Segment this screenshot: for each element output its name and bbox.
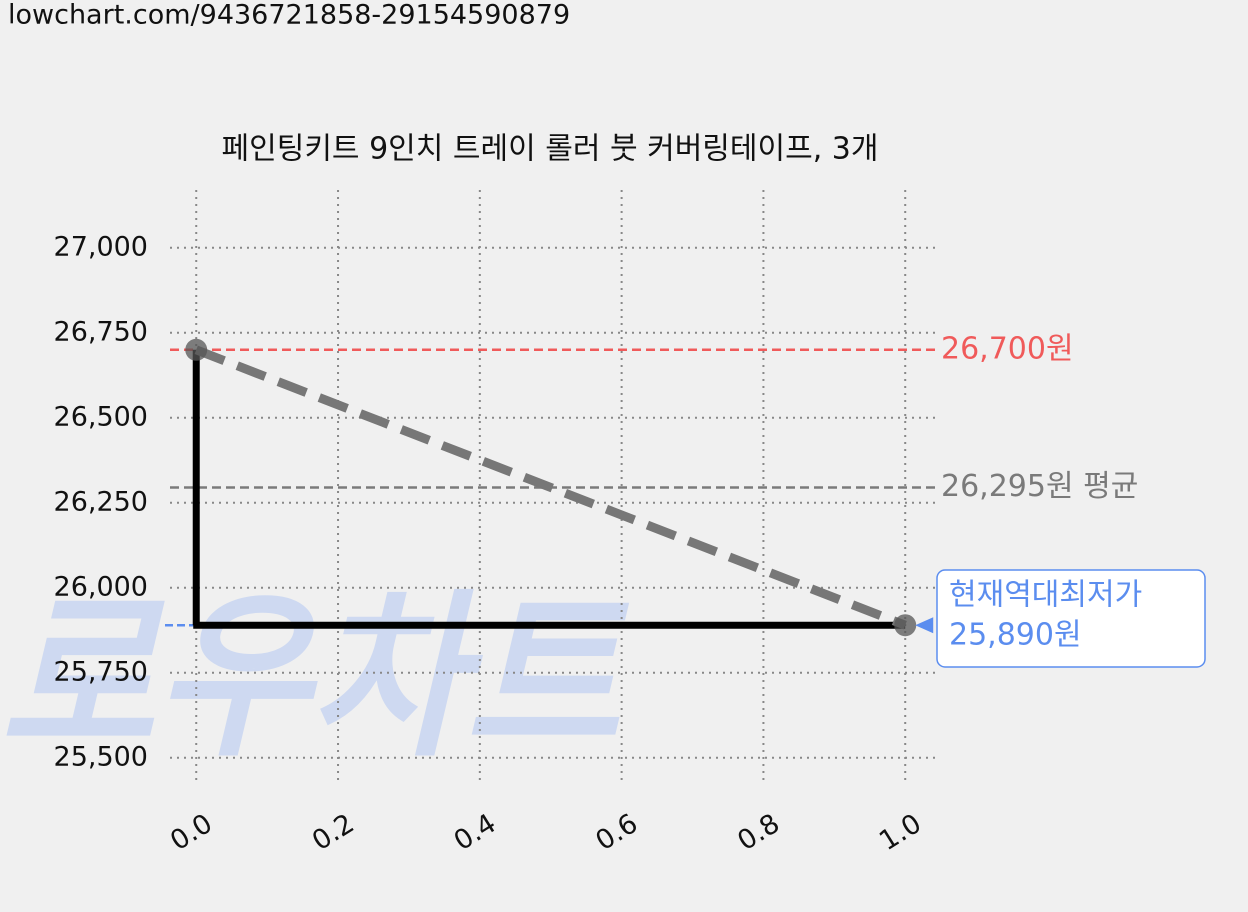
point	[185, 338, 208, 361]
price-line	[194, 345, 907, 630]
y-tick-label: 26,750	[54, 316, 148, 347]
point	[894, 614, 917, 637]
y-tick-label: 25,500	[54, 741, 148, 772]
annotation-arrow	[915, 617, 934, 634]
x-tick-label: 0.2	[307, 808, 360, 857]
reference-label: 26,700원	[941, 331, 1074, 366]
annotation-box	[936, 569, 1206, 668]
y-tick-label: 26,500	[54, 401, 148, 432]
url: lowchart.com/9436721858-29154590879	[8, 0, 570, 31]
watermark: 로우차트	[0, 574, 630, 781]
annotation-text: 현재역대최저가	[949, 578, 1142, 613]
x-tick-label: 0.8	[732, 808, 785, 857]
chart-title: 페인팅키트 9인치 트레이 롤러 붓 커버링테이프, 3개	[222, 132, 879, 167]
annotation-text: 25,890원	[949, 618, 1082, 653]
x-tick-label: 0.0	[165, 808, 218, 857]
y-tick-label: 25,750	[54, 656, 148, 687]
y-tick-label: 27,000	[54, 231, 148, 262]
y-tick-label: 26,250	[54, 486, 148, 517]
x-tick-label: 0.6	[590, 808, 643, 857]
x-tick-label: 1.0	[874, 808, 927, 857]
x-tick-label: 0.4	[449, 808, 502, 857]
y-tick-label: 26,000	[54, 571, 148, 602]
reference-label: 26,295원 평균	[941, 469, 1138, 504]
